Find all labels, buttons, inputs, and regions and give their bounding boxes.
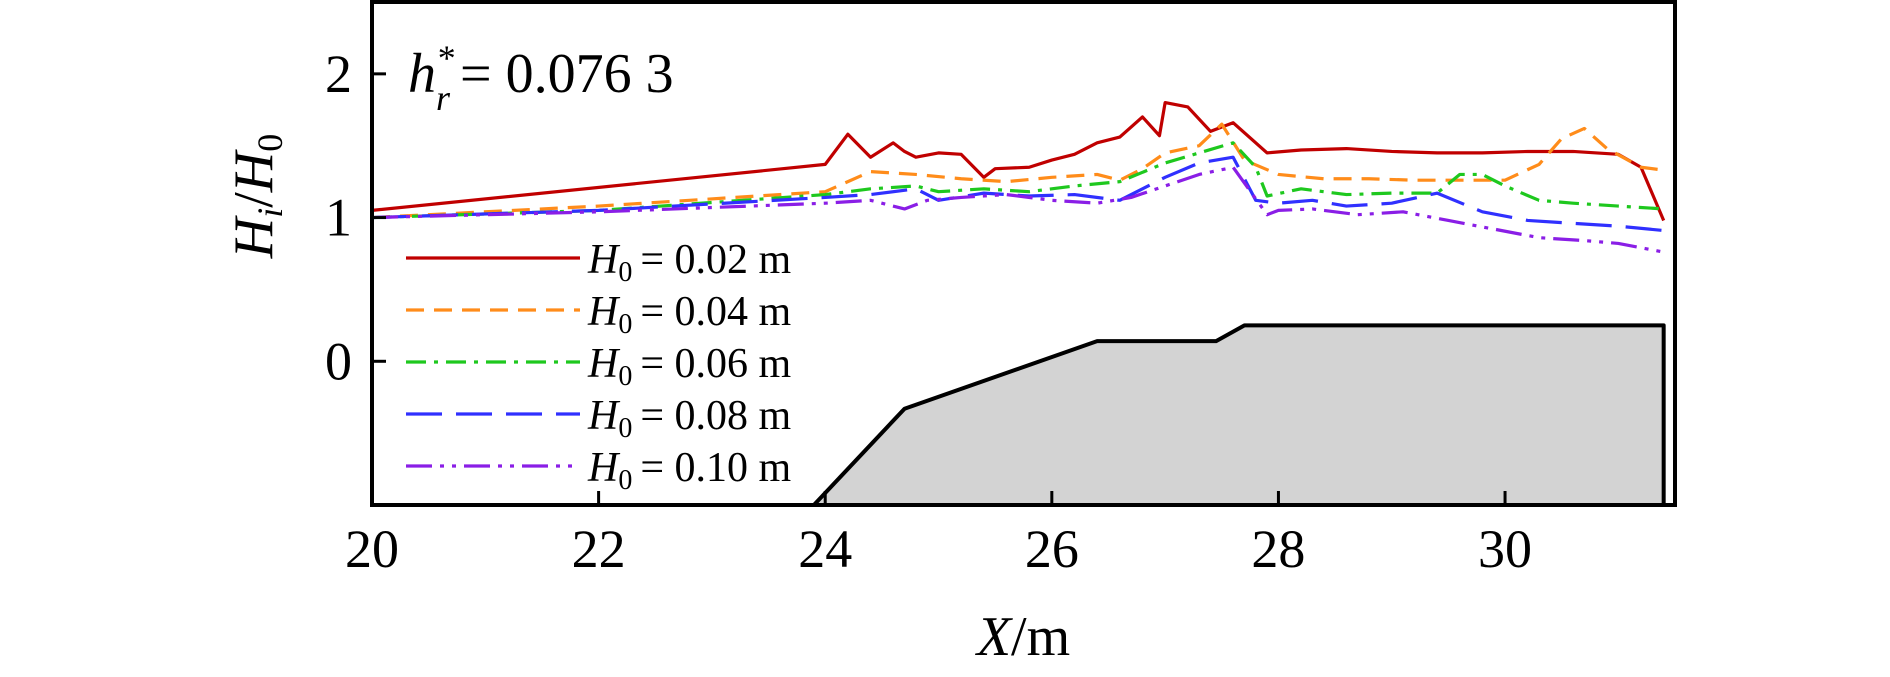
series-line-4: [371, 165, 1664, 254]
y-axis-label-den: H: [223, 149, 285, 193]
x-tick-label: 20: [345, 519, 399, 579]
x-tick-label: 30: [1478, 519, 1532, 579]
legend-label-1: H0 = 0.04 m: [587, 289, 792, 340]
y-axis-label-num: H: [223, 215, 285, 259]
x-tick-label: 22: [572, 519, 626, 579]
x-tick-label: 24: [798, 519, 852, 579]
y-axis-label: Hi/H0: [223, 134, 290, 259]
ticks-layer: 20 22 24 26 28 30 0 1 2: [325, 44, 1532, 579]
terrain-outline: [812, 323, 1666, 507]
series-line-3: [371, 155, 1664, 233]
annotation-var: h: [408, 43, 436, 105]
y-axis-label-den-sub: 0: [250, 134, 290, 152]
annotation-text: = 0.076 3: [460, 43, 674, 105]
series-layer: [371, 100, 1666, 254]
annotation-sup: *: [436, 38, 454, 78]
y-axis-label-num-sub: i: [250, 208, 290, 218]
series-line-0: [371, 100, 1666, 222]
annotation: h* r = 0.076 3: [408, 38, 674, 118]
terrain-fill: [813, 325, 1664, 505]
annotation-sub: r: [436, 78, 451, 118]
legend-label-3: H0 = 0.08 m: [587, 393, 792, 444]
x-axis-label-unit: /m: [1011, 606, 1070, 668]
series-line-2: [371, 141, 1664, 220]
plot-frame: [370, 0, 1677, 507]
y-tick-label: 1: [325, 188, 352, 248]
legend-label-2: H0 = 0.06 m: [587, 341, 792, 392]
legend: H0 = 0.02 mH0 = 0.04 mH0 = 0.06 mH0 = 0.08 m…: [406, 237, 792, 496]
series-line-1: [371, 122, 1664, 220]
legend-label-0: H0 = 0.02 m: [587, 237, 792, 288]
x-tick-label: 26: [1025, 519, 1079, 579]
terrain-layer: [812, 323, 1666, 507]
x-axis-label: X/m: [975, 606, 1070, 668]
x-axis-label-var: X: [975, 606, 1014, 668]
x-tick-label: 28: [1251, 519, 1305, 579]
legend-label-4: H0 = 0.10 m: [587, 445, 792, 496]
y-tick-label: 0: [325, 331, 352, 391]
y-tick-label: 2: [325, 44, 352, 104]
